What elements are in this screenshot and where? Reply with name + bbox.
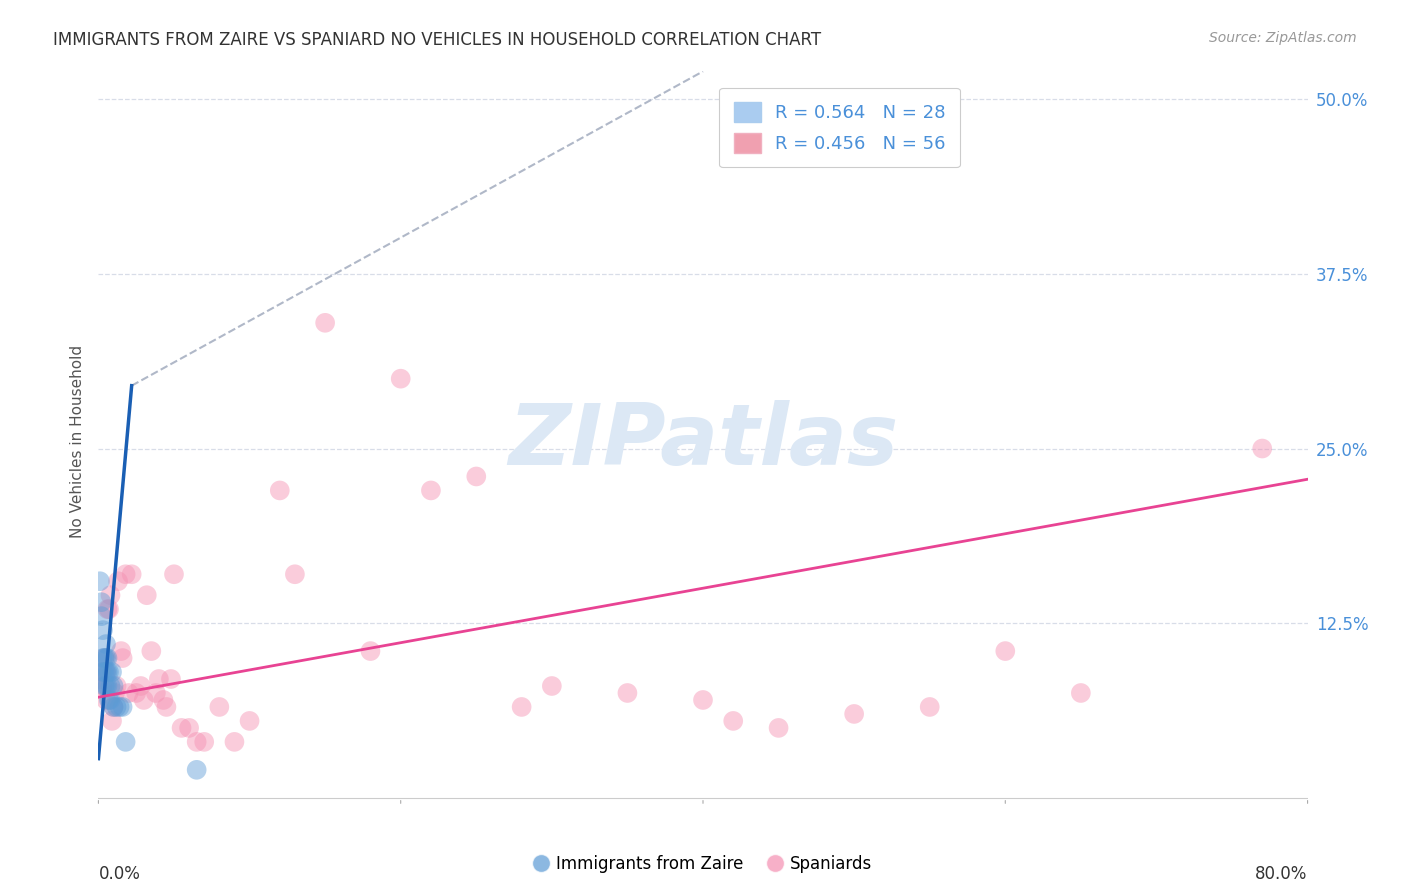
- Point: [918, 700, 941, 714]
- Point: [1251, 442, 1274, 456]
- Point: [90, 595, 112, 609]
- Text: 80.0%: 80.0%: [1256, 865, 1308, 883]
- Point: [118, 686, 141, 700]
- Point: [100, 679, 122, 693]
- Point: [103, 700, 125, 714]
- Point: [96, 602, 118, 616]
- Point: [98, 693, 121, 707]
- Point: [89, 672, 111, 686]
- Text: Source: ZipAtlas.com: Source: ZipAtlas.com: [1209, 31, 1357, 45]
- Point: [224, 735, 246, 749]
- Point: [160, 672, 183, 686]
- Point: [104, 686, 127, 700]
- Point: [284, 567, 307, 582]
- Point: [96, 679, 118, 693]
- Point: [420, 483, 443, 498]
- Point: [108, 700, 131, 714]
- Point: [269, 483, 291, 498]
- Point: [93, 651, 115, 665]
- Point: [89, 574, 111, 589]
- Point: [208, 700, 231, 714]
- Point: [141, 644, 163, 658]
- Text: ZIPatlas: ZIPatlas: [508, 400, 898, 483]
- Point: [121, 567, 143, 582]
- Point: [510, 700, 533, 714]
- Point: [91, 651, 114, 665]
- Point: [145, 686, 167, 700]
- Point: [768, 721, 790, 735]
- Point: [186, 763, 208, 777]
- Point: [103, 679, 125, 693]
- Point: [155, 700, 177, 714]
- Point: [91, 623, 114, 637]
- Point: [314, 316, 336, 330]
- Point: [616, 686, 638, 700]
- Point: [114, 567, 136, 582]
- Point: [389, 372, 412, 386]
- Text: 0.0%: 0.0%: [98, 865, 141, 883]
- Point: [170, 721, 193, 735]
- Point: [96, 651, 118, 665]
- Y-axis label: No Vehicles in Household: No Vehicles in Household: [69, 345, 84, 538]
- Point: [94, 679, 117, 693]
- Point: [111, 700, 134, 714]
- Legend: Immigrants from Zaire, Spaniards: Immigrants from Zaire, Spaniards: [527, 848, 879, 880]
- Point: [94, 693, 117, 707]
- Point: [93, 665, 115, 679]
- Point: [465, 469, 488, 483]
- Point: [98, 602, 121, 616]
- Point: [94, 665, 117, 679]
- Point: [93, 679, 115, 693]
- Point: [692, 693, 714, 707]
- Point: [193, 735, 215, 749]
- Point: [994, 644, 1017, 658]
- Point: [101, 665, 124, 679]
- Point: [101, 714, 124, 728]
- Point: [163, 567, 186, 582]
- Text: IMMIGRANTS FROM ZAIRE VS SPANIARD NO VEHICLES IN HOUSEHOLD CORRELATION CHART: IMMIGRANTS FROM ZAIRE VS SPANIARD NO VEH…: [53, 31, 821, 49]
- Point: [98, 665, 121, 679]
- Point: [540, 679, 562, 693]
- Point: [114, 735, 136, 749]
- Point: [93, 679, 115, 693]
- Point: [107, 574, 129, 589]
- Point: [100, 693, 122, 707]
- Point: [105, 679, 128, 693]
- Point: [129, 679, 152, 693]
- Point: [723, 714, 745, 728]
- Point: [100, 588, 122, 602]
- Point: [1070, 686, 1092, 700]
- Point: [90, 665, 112, 679]
- Point: [93, 651, 115, 665]
- Point: [360, 644, 382, 658]
- Point: [105, 700, 128, 714]
- Point: [135, 588, 157, 602]
- Point: [148, 672, 170, 686]
- Point: [125, 686, 148, 700]
- Point: [94, 651, 117, 665]
- Point: [844, 706, 866, 721]
- Point: [132, 693, 155, 707]
- Point: [110, 644, 132, 658]
- Point: [186, 735, 208, 749]
- Point: [94, 665, 117, 679]
- Point: [152, 693, 174, 707]
- Point: [94, 637, 117, 651]
- Point: [239, 714, 262, 728]
- Point: [96, 665, 118, 679]
- Point: [90, 609, 112, 624]
- Point: [179, 721, 201, 735]
- Point: [111, 651, 134, 665]
- Point: [91, 665, 114, 679]
- Point: [91, 679, 114, 693]
- Legend: R = 0.564   N = 28, R = 0.456   N = 56: R = 0.564 N = 28, R = 0.456 N = 56: [718, 87, 960, 168]
- Point: [103, 700, 125, 714]
